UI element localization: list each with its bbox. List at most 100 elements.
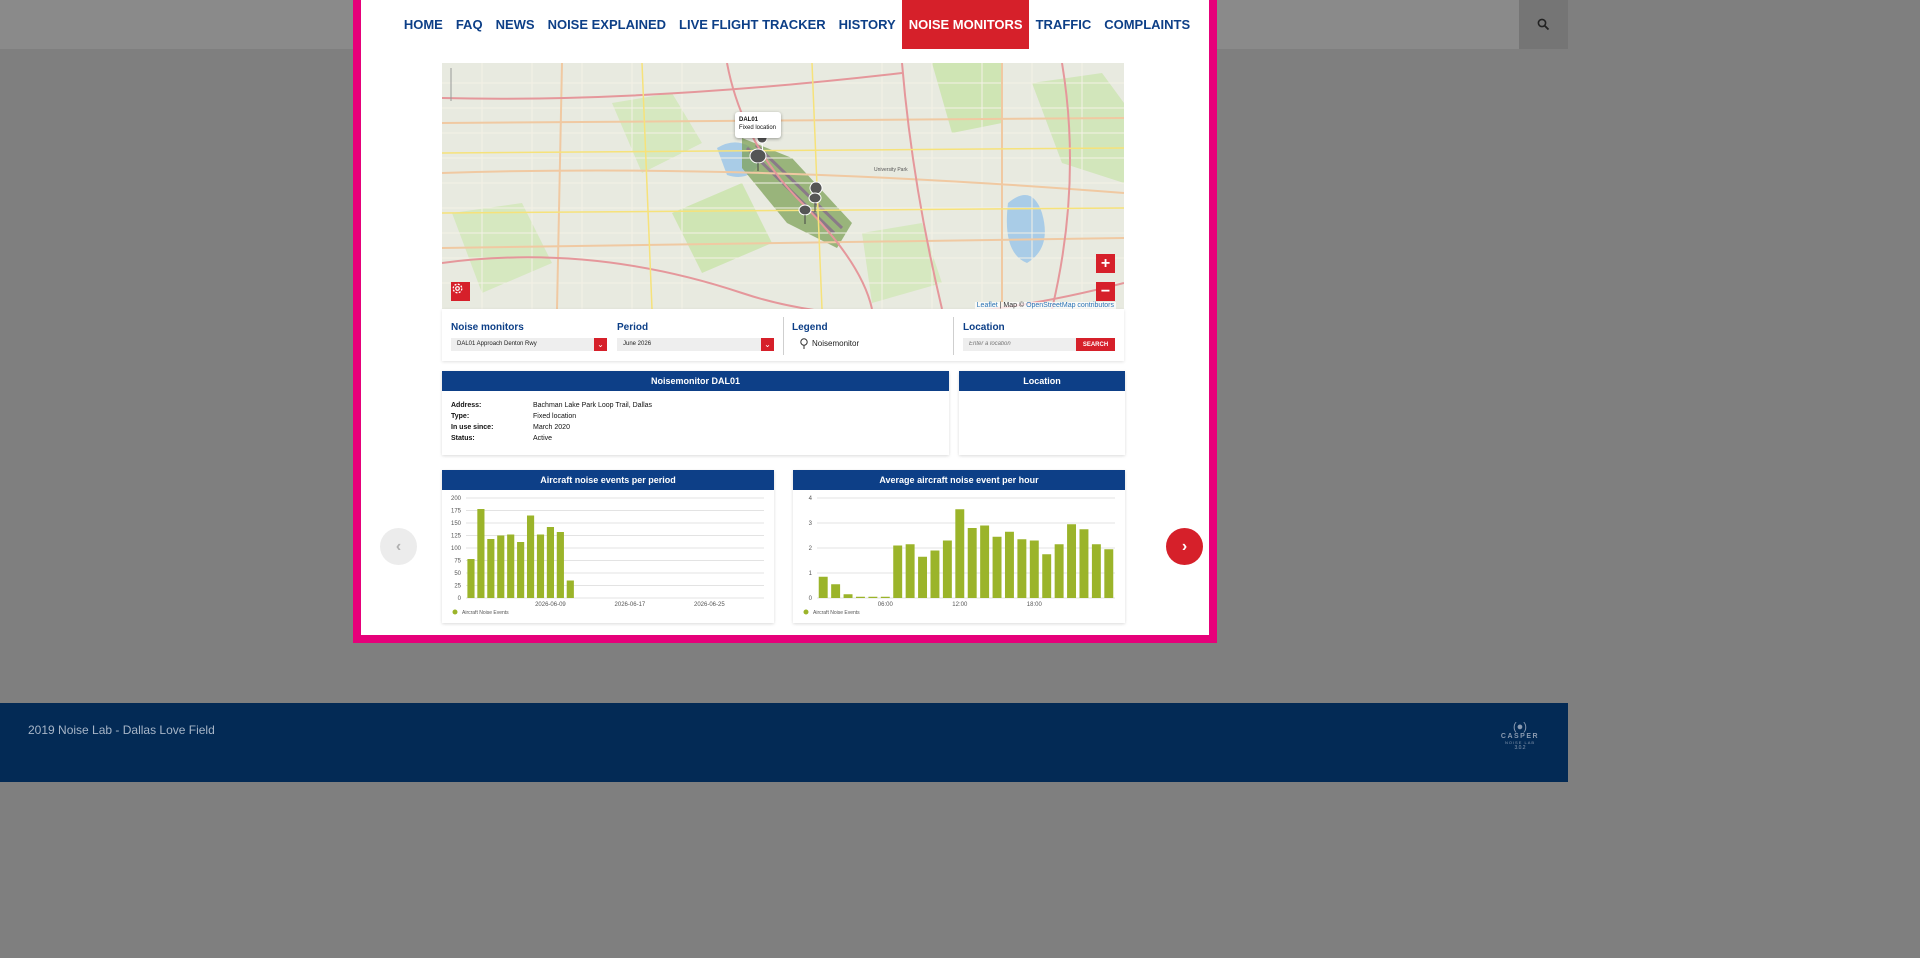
- nav-home[interactable]: HOME: [403, 17, 443, 32]
- chart-bar[interactable]: [992, 536, 1002, 598]
- info-key: Address:: [451, 402, 482, 409]
- divider: [783, 317, 784, 355]
- chart-bar[interactable]: [905, 544, 915, 598]
- casper-logo-symbol: (●): [1513, 721, 1527, 733]
- zoom-in-button[interactable]: +: [1096, 254, 1115, 273]
- chart-title: Average aircraft noise event per hour: [793, 470, 1125, 490]
- events-per-period-chart: 0 25 50 75 100 125 150 175 200 2026-06-09 2026-06-…: [451, 496, 764, 616]
- noise-monitor-map[interactable]: University Park DAL01: [442, 63, 1124, 309]
- search-icon: [1537, 18, 1550, 31]
- chart-bar[interactable]: [556, 532, 564, 598]
- chart-bar[interactable]: [843, 594, 853, 598]
- nav-history[interactable]: HISTORY: [838, 17, 896, 32]
- zoom-out-button[interactable]: −: [1096, 282, 1115, 301]
- leaflet-link[interactable]: Leaflet: [976, 302, 998, 309]
- period-select[interactable]: June 2026 ⌄: [617, 338, 774, 351]
- search-button[interactable]: [1519, 0, 1568, 49]
- info-row-address: Address: Bachman Lake Park Loop Trail, D…: [451, 402, 652, 409]
- x-tick-label: 2026-06-09: [535, 602, 566, 608]
- chart-bar[interactable]: [818, 576, 828, 598]
- chart-bar[interactable]: [1004, 531, 1014, 598]
- y-tick-label: 100: [451, 546, 462, 552]
- chart-bar[interactable]: [942, 540, 952, 599]
- chart-title: Aircraft noise events per period: [442, 470, 774, 490]
- chart-bar[interactable]: [880, 596, 890, 598]
- location-input[interactable]: [963, 338, 1076, 351]
- y-tick-label: 200: [451, 496, 462, 502]
- chart-bar[interactable]: [831, 584, 841, 598]
- info-value: Bachman Lake Park Loop Trail, Dallas: [533, 402, 653, 409]
- y-tick-label: 150: [451, 521, 462, 527]
- chart-bar[interactable]: [893, 545, 903, 599]
- chart-bar[interactable]: [1104, 549, 1114, 598]
- chart-bar[interactable]: [467, 559, 475, 598]
- previous-arrow-button[interactable]: ‹: [380, 528, 417, 565]
- y-tick-label: 1: [809, 571, 813, 577]
- y-tick-label: 0: [458, 596, 462, 602]
- noise-monitor-select[interactable]: DAL01 Approach Denton Rwy ⌄: [451, 338, 607, 351]
- y-tick-label: 125: [451, 534, 462, 540]
- info-key: In use since:: [451, 424, 494, 431]
- nav-live-flight-tracker[interactable]: LIVE FLIGHT TRACKER: [679, 17, 826, 32]
- chart-bar[interactable]: [497, 535, 505, 599]
- chart-events-per-period: Aircraft noise events per period 0 25 50 75…: [442, 470, 774, 623]
- noise-monitor-select-value: DAL01 Approach Denton Rwy: [457, 341, 537, 347]
- chart-bar[interactable]: [1079, 529, 1089, 598]
- map-tiles: University Park: [442, 63, 1124, 309]
- chart-bar[interactable]: [487, 539, 495, 598]
- legend-label: Aircraft Noise Events: [813, 610, 860, 616]
- chart-bar[interactable]: [967, 528, 977, 598]
- legend-swatch: [803, 609, 809, 615]
- chart-bar[interactable]: [517, 542, 525, 598]
- chart-bar[interactable]: [1091, 544, 1101, 598]
- y-tick-label: 0: [809, 596, 813, 602]
- modal-frame: HOME FAQ NEWS NOISE EXPLAINED LIVE FLIGH…: [353, 0, 1217, 643]
- chart-bar[interactable]: [1054, 544, 1064, 598]
- nav-noise-monitors[interactable]: NOISE MONITORS: [902, 0, 1030, 49]
- main-nav: HOME FAQ NEWS NOISE EXPLAINED LIVE FLIGH…: [361, 0, 1209, 49]
- chart-bar[interactable]: [855, 596, 865, 598]
- chart-bar[interactable]: [477, 509, 485, 598]
- map-settings-button[interactable]: [451, 282, 470, 301]
- chart-bar[interactable]: [1029, 540, 1039, 599]
- chart-bar[interactable]: [1017, 539, 1027, 598]
- info-row-in-use-since: In use since: March 2020: [451, 424, 570, 431]
- nav-news[interactable]: NEWS: [495, 17, 535, 32]
- chevron-right-icon: ›: [1181, 537, 1188, 555]
- monitor-info-card: Noisemonitor DAL01 Address: Bachman Lake…: [442, 371, 949, 455]
- nav-complaints[interactable]: COMPLAINTS: [1104, 17, 1191, 32]
- x-tick-label: 2026-06-17: [615, 602, 646, 608]
- legend-swatch: [452, 609, 458, 615]
- chart-bar[interactable]: [868, 596, 878, 598]
- chart-bar[interactable]: [1042, 554, 1052, 598]
- casper-logo-sub: NOISE LAB: [1504, 740, 1536, 745]
- y-tick-label: 2: [809, 546, 813, 552]
- chevron-down-icon: ⌄: [761, 338, 774, 351]
- chart-bar[interactable]: [980, 525, 990, 599]
- chart-bar[interactable]: [526, 515, 535, 599]
- map-place-label: University Park: [874, 167, 908, 173]
- chart-bar[interactable]: [507, 534, 515, 599]
- nav-faq[interactable]: FAQ: [455, 17, 483, 32]
- chart-bar[interactable]: [536, 534, 545, 599]
- chart-bar[interactable]: [566, 580, 574, 599]
- x-tick-label: 12:00: [952, 602, 968, 608]
- osm-link[interactable]: OpenStreetMap contributors: [1026, 302, 1114, 309]
- next-arrow-button[interactable]: ›: [1166, 528, 1203, 565]
- info-row-type: Type: Fixed location: [451, 413, 576, 420]
- chart-bar[interactable]: [955, 509, 965, 598]
- chart-bar[interactable]: [1067, 524, 1077, 598]
- nav-traffic[interactable]: TRAFFIC: [1035, 17, 1092, 32]
- chart-bar[interactable]: [546, 527, 555, 598]
- map-attribution: Leaflet | Map © OpenStreetMap contributo…: [974, 302, 1116, 309]
- chart-bar[interactable]: [918, 556, 928, 598]
- location-search-button[interactable]: SEARCH: [1076, 338, 1115, 351]
- noise-monitor-marker: [749, 132, 823, 224]
- chart-bar[interactable]: [930, 550, 940, 599]
- attribution-separator: | Map ©: [997, 302, 1027, 309]
- events-per-hour-chart: 0 1 2 3 4 06:00 12:00 18:00 Aircraft Noise Event…: [803, 496, 1115, 616]
- location-label: Location: [963, 322, 1005, 333]
- info-value: March 2020: [533, 424, 570, 431]
- casper-logo-version: 3.0.2: [1514, 745, 1526, 751]
- nav-noise-explained[interactable]: NOISE EXPLAINED: [547, 17, 667, 32]
